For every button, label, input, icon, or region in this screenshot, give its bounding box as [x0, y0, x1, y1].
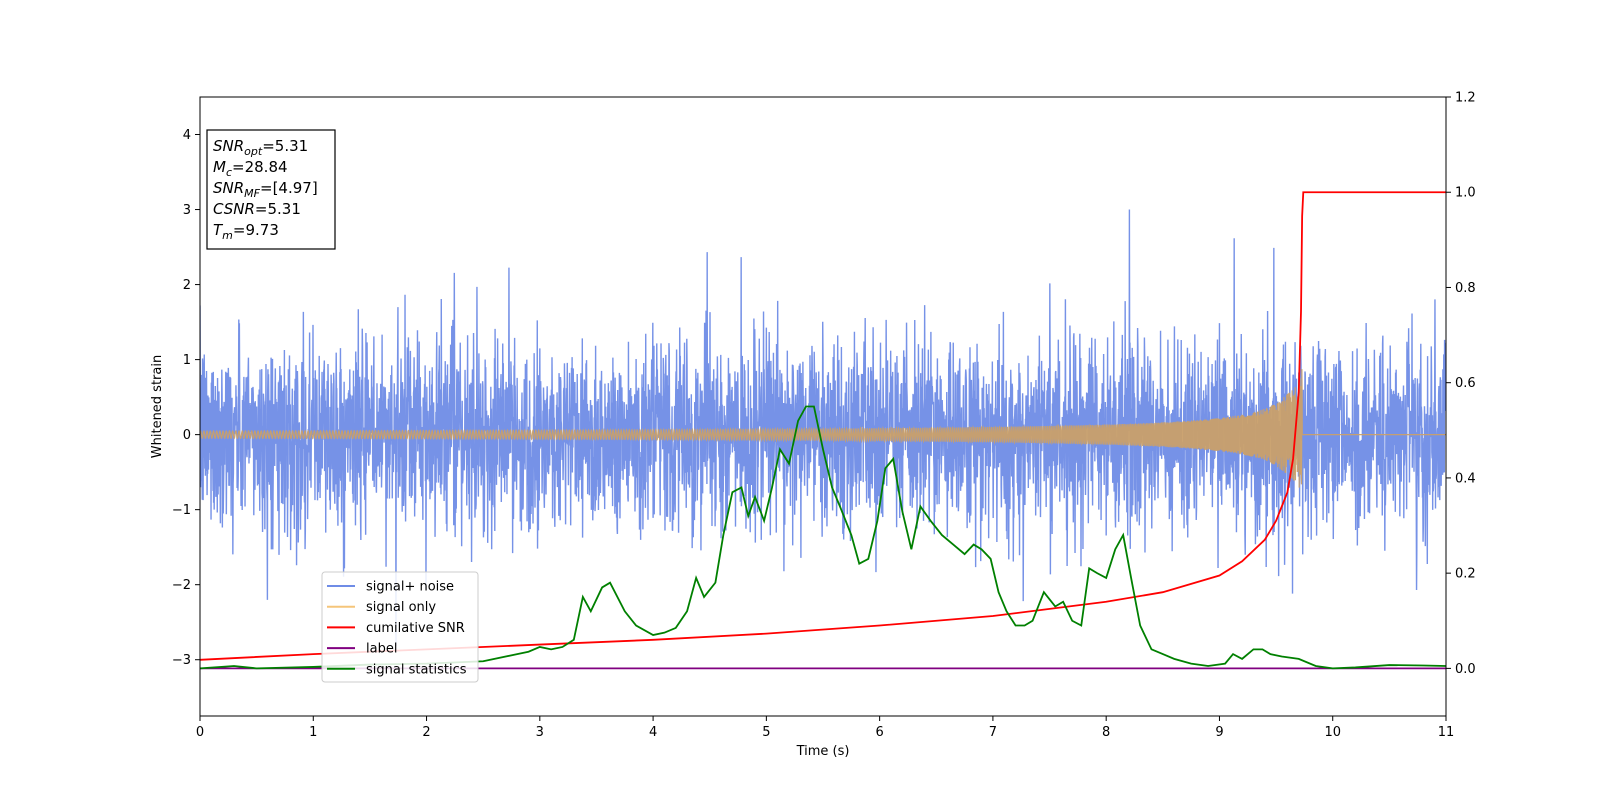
x-tick-label: 5	[762, 725, 770, 740]
y-tick-label-left: 2	[183, 278, 191, 293]
axes: 0 1 2 3 4 5 6 7 8 9 10 11 −3 −2 −1 0 1 2 3 4 0.0 0.2 0.4 0.6 0.8…	[172, 91, 1476, 741]
x-tick-label: 4	[649, 725, 657, 740]
x-tick-label: 10	[1324, 725, 1341, 740]
series-signal-noise	[200, 209, 1446, 646]
legend-label: label	[366, 642, 397, 657]
annotation-line: Tm=9.73	[213, 221, 279, 242]
x-tick-label: 8	[1102, 725, 1110, 740]
y-tick-label-left: −1	[172, 503, 191, 518]
series-cumilative-snr	[200, 191, 1446, 661]
y-tick-label-right: 0.6	[1455, 376, 1476, 391]
x-tick-label: 6	[875, 725, 883, 740]
y-tick-label-left: 4	[183, 128, 191, 143]
annotation-line: SNRMF=[4.97]	[213, 179, 318, 200]
legend: signal+ noise signal only cumilative SNR la…	[321, 571, 479, 683]
y-tick-label-right: 1.2	[1455, 91, 1476, 106]
y-tick-label-left: 3	[183, 203, 191, 218]
x-tick-label: 1	[309, 725, 317, 740]
annotation-line: CSNR=5.31	[213, 200, 301, 218]
y-tick-label-left: 0	[183, 428, 191, 443]
y-tick-label-right: 0.0	[1455, 662, 1476, 677]
x-tick-label: 9	[1215, 725, 1223, 740]
x-tick-label: 0	[196, 725, 204, 740]
legend-label: signal statistics	[366, 662, 467, 677]
series-signal-only	[200, 369, 1446, 488]
y-tick-label-right: 0.4	[1455, 471, 1476, 486]
annotation-box: SNRopt=5.31Mc=28.84SNRMF=[4.97]CSNR=5.31…	[206, 129, 336, 250]
legend-label: signal+ noise	[366, 580, 454, 595]
annotation-line: Mc=28.84	[213, 158, 288, 179]
x-tick-label: 7	[989, 725, 997, 740]
legend-label: cumilative SNR	[366, 621, 465, 636]
y-tick-label-right: 0.8	[1455, 281, 1476, 296]
y-axis-label: Whitened strain	[150, 355, 165, 458]
y-tick-label-right: 0.2	[1455, 567, 1476, 582]
y-tick-label-right: 1.0	[1455, 186, 1476, 201]
x-axis-label: Time (s)	[796, 744, 850, 759]
legend-label: signal only	[366, 600, 436, 615]
series-signal-statistics	[200, 405, 1446, 670]
x-tick-label: 2	[422, 725, 430, 740]
y-tick-label-left: 1	[183, 353, 191, 368]
plot-frame	[199, 96, 1447, 717]
y-tick-label-left: −2	[172, 578, 191, 593]
annotation-line: SNRopt=5.31	[213, 137, 308, 158]
x-tick-label: 11	[1438, 725, 1455, 740]
annotation-frame	[206, 129, 336, 250]
y-tick-label-left: −3	[172, 653, 191, 668]
x-tick-label: 3	[536, 725, 544, 740]
legend-frame	[321, 571, 479, 683]
